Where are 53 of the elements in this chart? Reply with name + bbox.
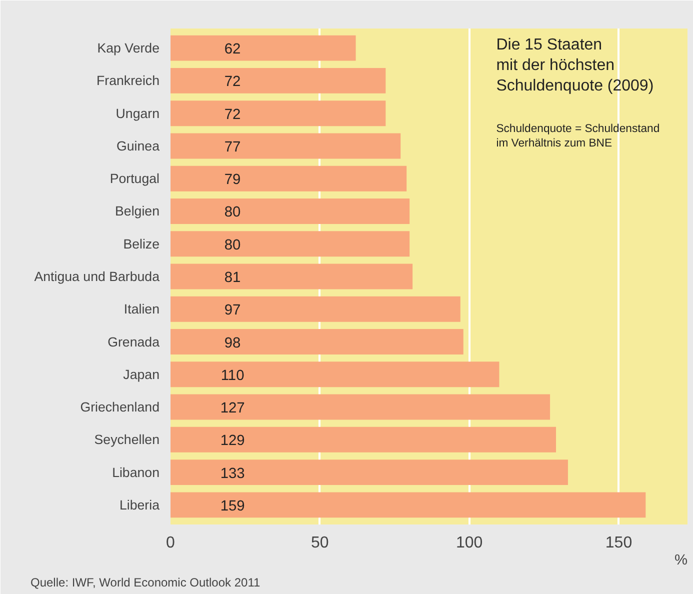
y-tick-label: Belgien [115, 204, 160, 219]
bar [170, 460, 568, 486]
data-label: 80 [224, 237, 241, 254]
y-tick-label: Ungarn [116, 106, 160, 121]
y-tick-label: Liberia [119, 497, 160, 512]
y-tick-label: Portugal [110, 171, 160, 186]
data-label: 72 [224, 106, 241, 123]
data-label: 133 [220, 466, 245, 482]
data-label: 79 [224, 172, 241, 188]
bar [170, 329, 464, 354]
y-tick-label: Kap Verde [97, 40, 160, 56]
bar [170, 362, 500, 388]
y-tick-label: Griechenland [80, 400, 160, 415]
data-label: 129 [220, 433, 245, 450]
bar [170, 264, 413, 290]
bar [170, 231, 410, 257]
data-label: 110 [220, 368, 244, 384]
x-tick-label: 0 [166, 534, 176, 552]
x-tick-label: 150 [605, 534, 632, 552]
source-note: Quelle: IWF, World Economic Outlook 2011 [30, 576, 260, 590]
text: Schuldenquote = Schuldenstand im Verhältnis zum BNE [496, 123, 660, 150]
data-label: 77 [224, 139, 241, 156]
y-tick-label: Grenada [108, 334, 160, 350]
bar [170, 296, 460, 322]
x-axis-title: % [674, 552, 688, 568]
y-tick-label: Italien [124, 302, 160, 317]
x-tick-label: 100 [456, 534, 483, 552]
data-label: 159 [220, 498, 245, 514]
bar [170, 394, 550, 420]
bar [170, 68, 386, 94]
data-label: 80 [224, 204, 241, 221]
data-label: 127 [220, 400, 245, 417]
y-tick-label: Seychellen [94, 432, 160, 448]
bar [170, 133, 401, 159]
y-tick-label: Japan [123, 366, 160, 382]
y-tick-label: Frankreich [96, 73, 160, 88]
bar [170, 166, 407, 192]
x-tick-label: 50 [311, 534, 329, 552]
bar [170, 198, 410, 224]
bar [170, 492, 646, 518]
y-tick-label: Belize [123, 236, 160, 252]
data-label: 97 [224, 302, 241, 319]
y-tick-label: Libanon [112, 464, 160, 480]
bar [170, 35, 356, 61]
y-tick-label: Antigua und Barbuda [34, 269, 160, 284]
y-tick-label: Guinea [116, 138, 160, 154]
bar [170, 100, 386, 126]
data-label: 98 [224, 335, 241, 352]
text: Die 15 Staaten mit der höchsten Schuldenquote (2009) [496, 36, 654, 94]
bar [170, 426, 556, 452]
data-label: 81 [224, 270, 241, 286]
data-label: 72 [224, 74, 241, 90]
data-label: 62 [224, 42, 241, 58]
